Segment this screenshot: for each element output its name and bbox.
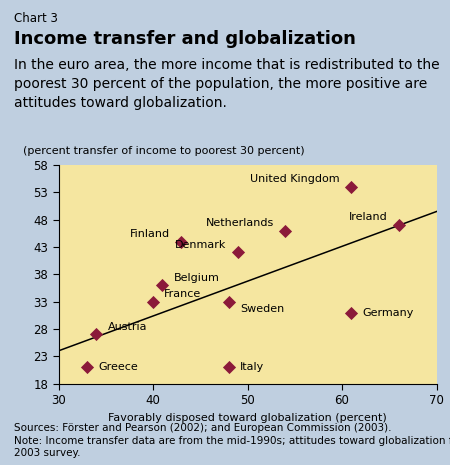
Text: Ireland: Ireland	[349, 213, 387, 222]
X-axis label: Favorably disposed toward globalization (percent): Favorably disposed toward globalization …	[108, 412, 387, 423]
Text: United Kingdom: United Kingdom	[251, 174, 340, 184]
Text: Netherlands: Netherlands	[206, 218, 274, 228]
Point	[178, 238, 185, 246]
Point	[225, 364, 232, 371]
Point	[348, 309, 355, 316]
Text: France: France	[164, 289, 202, 299]
Text: (percent transfer of income to poorest 30 percent): (percent transfer of income to poorest 3…	[22, 146, 304, 156]
Text: Germany: Germany	[363, 307, 414, 318]
Point	[225, 298, 232, 306]
Text: In the euro area, the more income that is redistributed to the
poorest 30 percen: In the euro area, the more income that i…	[14, 58, 439, 110]
Point	[83, 364, 90, 371]
Text: Denmark: Denmark	[176, 240, 227, 250]
Text: Finland: Finland	[130, 229, 170, 239]
Text: Sweden: Sweden	[240, 305, 284, 314]
Point	[93, 331, 100, 338]
Text: Austria: Austria	[108, 322, 147, 332]
Point	[159, 282, 166, 289]
Point	[234, 249, 242, 256]
Text: Greece: Greece	[98, 362, 138, 372]
Point	[282, 227, 289, 234]
Text: Italy: Italy	[240, 362, 264, 372]
Text: Chart 3: Chart 3	[14, 12, 58, 25]
Text: Income transfer and globalization: Income transfer and globalization	[14, 30, 356, 48]
Point	[348, 183, 355, 191]
Point	[395, 221, 402, 229]
Text: Sources: Förster and Pearson (2002); and European Commission (2003).
Note: Incom: Sources: Förster and Pearson (2002); and…	[14, 423, 450, 458]
Text: Belgium: Belgium	[174, 272, 220, 283]
Point	[149, 298, 157, 306]
